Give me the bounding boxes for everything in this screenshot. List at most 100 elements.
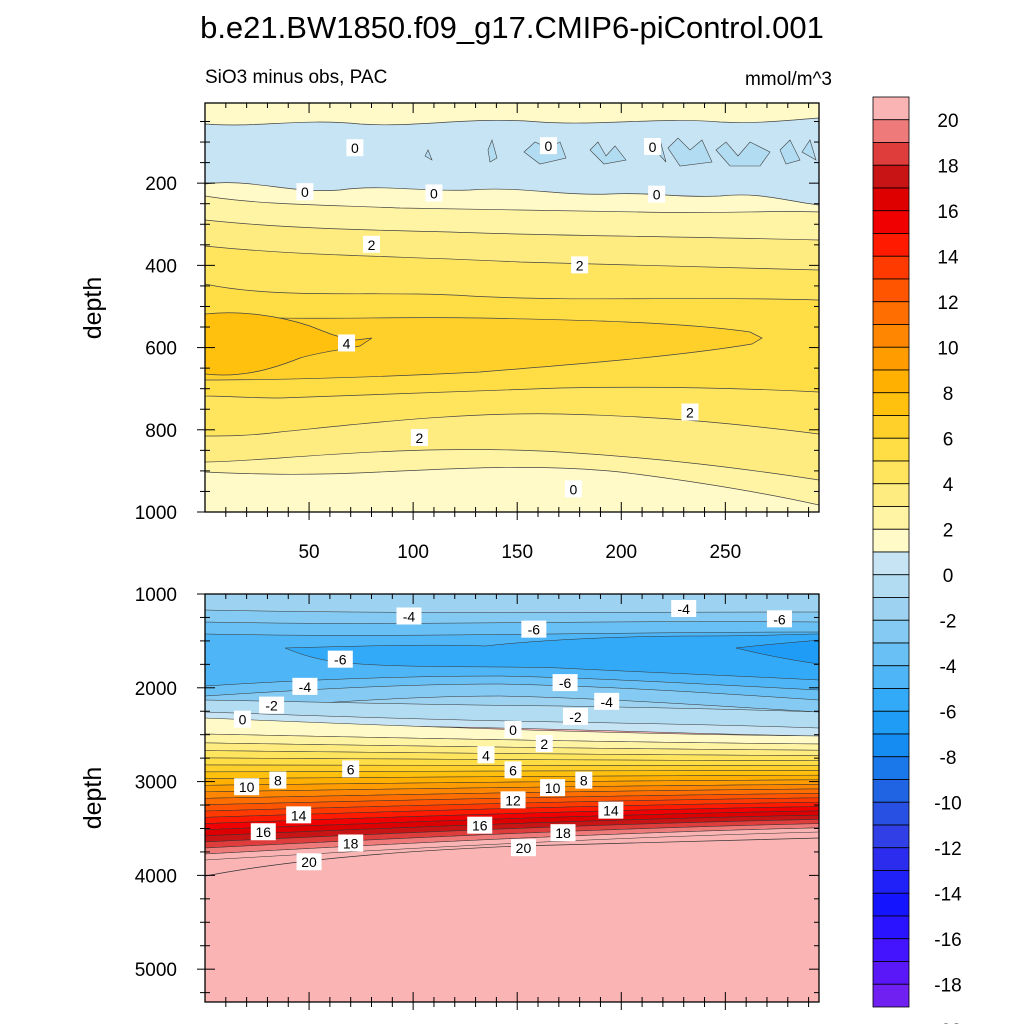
contour-label-box — [234, 778, 260, 796]
contour-label: -6 — [334, 652, 347, 668]
colorbar-label: -4 — [940, 657, 957, 678]
colorbar-swatch — [872, 688, 910, 712]
y-tick-label: 800 — [145, 421, 177, 442]
contour-label: 6 — [509, 762, 517, 778]
colorbar-swatch — [872, 164, 910, 189]
colorbar-swatch — [872, 642, 910, 667]
contour-label: -4 — [403, 609, 416, 625]
contour-label-box — [500, 791, 526, 809]
contour-label-box — [327, 650, 353, 668]
colorbar-label: -20 — [934, 1021, 961, 1024]
contour-label: 2 — [415, 430, 423, 446]
colorbar-swatch — [872, 961, 910, 985]
contour-label-box — [564, 480, 582, 498]
contour-label-box — [425, 184, 443, 202]
colorbar-swatch — [872, 824, 910, 849]
contour-label: 8 — [580, 773, 588, 789]
colorbar-label: 18 — [937, 156, 958, 177]
contour-label-box — [467, 816, 493, 834]
colorbar: 20181614121086420-2-4-6-8-10-12-14-16-18… — [872, 96, 962, 1024]
contour-label-box — [571, 256, 589, 274]
contour-label: 2 — [368, 237, 376, 253]
contour-label-box — [292, 677, 318, 695]
contour-label-box — [269, 771, 287, 789]
upper-contour-field — [205, 103, 819, 512]
contour-label-box — [410, 429, 428, 447]
lower-band-neg-6 — [284, 633, 819, 681]
colorbar-swatch — [872, 938, 910, 962]
y-tick-label: 3000 — [135, 773, 177, 794]
colorbar-swatch — [872, 710, 910, 735]
contour-label: -2 — [569, 709, 582, 725]
y-tick-label: 4000 — [135, 866, 177, 887]
colorbar-swatch — [872, 187, 910, 212]
colorbar-swatch — [872, 801, 910, 826]
contour-label-box — [510, 839, 536, 857]
colorbar-swatch — [872, 528, 910, 553]
contour-label: -6 — [773, 611, 786, 627]
upper-band-neg-deep — [424, 137, 817, 167]
contour-label-box — [539, 137, 557, 155]
contour-label-box — [363, 235, 381, 253]
colorbar-swatch — [872, 983, 910, 1008]
colorbar-swatch — [872, 324, 910, 348]
contour-label: 2 — [576, 257, 584, 273]
lower-panel: -4 -4 -6 -6 -6 -4 -6 -4 -2 -2 0 0 2 4 6 6 8 8 10 10 12 14 14 16… — [79, 585, 820, 1010]
contour-label: 18 — [343, 835, 359, 851]
contour-label: 0 — [351, 140, 359, 156]
colorbar-label: -10 — [934, 793, 961, 814]
x-tick-label: 200 — [605, 542, 637, 563]
contour-label-box — [338, 834, 364, 852]
contour-label-box — [477, 746, 495, 764]
colorbar-swatch — [872, 346, 910, 371]
contour-label-box — [259, 696, 285, 714]
contour-label: 16 — [472, 818, 488, 834]
colorbar-label: -2 — [940, 611, 957, 632]
y-tick-label: 1000 — [135, 585, 177, 606]
contour-label-box — [552, 674, 578, 692]
contour-label: 4 — [482, 747, 490, 763]
contour-label: -6 — [559, 675, 572, 691]
colorbar-swatch — [872, 301, 910, 325]
contour-label: 0 — [301, 184, 309, 200]
lower-contour-labels: -4 -4 -6 -6 -6 -4 -6 -4 -2 -2 0 0 2 4 6 6 8 8 10 10 12 14 14 16… — [233, 600, 792, 871]
contour-label: 10 — [239, 779, 255, 795]
upper-band-6 — [205, 312, 373, 376]
colorbar-label: 20 — [937, 111, 958, 132]
contour-label-box — [296, 853, 322, 871]
contour-label: 0 — [430, 185, 438, 201]
upper-panel-left-title: SiO3 minus obs, PAC — [205, 67, 387, 88]
contour-label: 18 — [555, 825, 571, 841]
colorbar-swatch — [872, 255, 910, 280]
colorbar-swatch — [872, 437, 910, 462]
contour-label-box — [286, 806, 312, 824]
colorbar-label: 8 — [943, 384, 954, 405]
contour-label-box — [540, 779, 566, 797]
upper-contour-labels: 0 0 0 0 0 0 2 2 4 2 2 0 — [296, 137, 699, 498]
contour-label-box — [681, 403, 699, 421]
contour-label-box — [521, 620, 547, 638]
y-tick-label: 200 — [145, 174, 177, 195]
contour-label-box — [671, 600, 697, 618]
colorbar-label: -18 — [934, 975, 961, 996]
contour-label-box — [296, 183, 314, 201]
lower-ylabel: depth — [79, 767, 107, 830]
colorbar-swatch — [872, 392, 910, 416]
colorbar-label: 6 — [943, 429, 954, 450]
lower-plot-frame — [204, 593, 820, 1003]
colorbar-swatch — [872, 551, 910, 576]
colorbar-swatch — [872, 369, 910, 394]
contour-label: -4 — [299, 679, 312, 695]
contour-label: 2 — [540, 736, 548, 752]
x-tick-label: 50 — [298, 542, 319, 563]
colorbar-label: -12 — [934, 839, 961, 860]
colorbar-swatch — [872, 119, 910, 143]
contour-label: 20 — [301, 854, 317, 870]
contour-label: -4 — [600, 694, 613, 710]
colorbar-swatch — [872, 96, 910, 121]
colorbar-swatch — [872, 619, 910, 644]
upper-ylabel: depth — [79, 277, 107, 340]
contour-label: 6 — [347, 761, 355, 777]
contour-label: 20 — [516, 840, 532, 856]
